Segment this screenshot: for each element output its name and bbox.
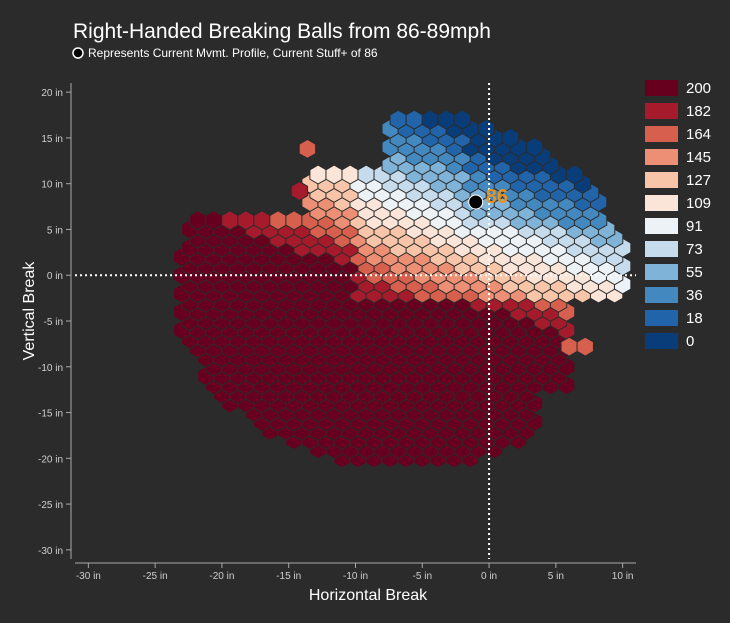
legend-label: 145 (686, 149, 711, 166)
x-tick-label: 0 in (481, 571, 497, 582)
hexbin-cell (501, 127, 520, 148)
legend-label: 127 (686, 172, 711, 189)
hexbin-cell (341, 164, 359, 185)
hexbin-cell-outlier (560, 336, 578, 357)
x-tick-label: -30 in (76, 571, 101, 582)
legend-swatch (645, 149, 678, 165)
hexbin-cell (421, 109, 439, 130)
legend-swatch (645, 195, 678, 211)
x-tick-label: -5 in (413, 571, 432, 582)
hexbin-cell (221, 210, 239, 231)
hexbin-cell (525, 137, 544, 158)
hexbin-cell (269, 210, 287, 231)
x-tick-label: 5 in (548, 571, 564, 582)
legend-label: 18 (686, 310, 703, 327)
x-tick-label: -20 in (209, 571, 234, 582)
reference-lines (75, 83, 636, 559)
hexbin-cell (205, 210, 223, 231)
current-pitch-dot (468, 194, 484, 210)
chart-subtitle: Represents Current Mvmt. Profile, Curren… (88, 46, 378, 60)
legend-label: 164 (686, 126, 711, 143)
y-tick-label: -5 in (44, 317, 63, 328)
legend-label: 55 (686, 264, 703, 281)
y-tick-label: 10 in (41, 180, 63, 191)
x-tick-label: -25 in (143, 571, 168, 582)
hex-layer (173, 109, 632, 469)
hexbin-cell (253, 210, 271, 231)
legend-label: 200 (686, 80, 711, 97)
y-tick-label: -20 in (38, 454, 63, 465)
hexbin-cell (357, 164, 375, 185)
legend-swatch (645, 333, 678, 349)
y-axis-label: Vertical Break (21, 261, 38, 361)
y-tick-label: 0 in (47, 271, 63, 282)
y-tick-label: -10 in (38, 363, 63, 374)
hexbin-cell (405, 109, 423, 130)
hexbin-cell-outlier (290, 181, 309, 202)
x-tick-label: -10 in (343, 571, 368, 582)
hexbin-cell (565, 164, 584, 185)
current-pitch-label: 86 (486, 186, 508, 208)
legend-label: 109 (686, 195, 711, 212)
subtitle-marker-icon (72, 47, 84, 59)
x-tick-label: 10 in (612, 571, 634, 582)
legend-swatch (645, 287, 678, 303)
y-tick-label: 15 in (41, 134, 63, 145)
hexbin-cell (325, 164, 343, 185)
hexbin-cell (453, 109, 472, 130)
legend-swatch (645, 218, 678, 234)
hexbin-cell (309, 164, 327, 185)
legend-label: 73 (686, 241, 703, 258)
y-tick-label: 20 in (41, 88, 63, 99)
current-pitch-marker: 86 (468, 186, 508, 210)
legend-swatch (645, 310, 678, 326)
legend-label: 91 (686, 218, 703, 235)
hexbin-cell (437, 109, 455, 130)
legend-swatch (645, 172, 678, 188)
legend-label: 0 (686, 333, 694, 350)
legend-swatch (645, 264, 678, 280)
hexbin-cell-outlier (576, 336, 594, 357)
axes: -30 in -25 in -20 in -15 in -10 in -5 in 0 in 5… (38, 83, 636, 582)
x-tick-label: -15 in (276, 571, 301, 582)
legend: 200 182 164 145 127 109 91 73 55 36 18 0 (645, 80, 711, 350)
y-tick-label: 5 in (47, 225, 63, 236)
y-tick-label: -30 in (38, 546, 63, 557)
legend-swatch (645, 80, 678, 96)
y-tick-label: -25 in (38, 500, 63, 511)
legend-swatch (645, 103, 678, 119)
hexbin-cell-outlier (298, 138, 317, 159)
chart-title: Right-Handed Breaking Balls from 86-89mp… (73, 20, 491, 43)
x-axis-label: Horizontal Break (309, 587, 428, 604)
legend-swatch (645, 126, 678, 142)
hexbin-cell (285, 210, 303, 231)
legend-label: 36 (686, 287, 703, 304)
legend-swatch (645, 241, 678, 257)
hexbin-cell (189, 210, 207, 231)
legend-label: 182 (686, 103, 711, 120)
y-tick-label: -15 in (38, 409, 63, 420)
hexbin-cell (389, 109, 407, 130)
hexbin-cell (237, 210, 255, 231)
hexbin-cell (477, 118, 496, 139)
